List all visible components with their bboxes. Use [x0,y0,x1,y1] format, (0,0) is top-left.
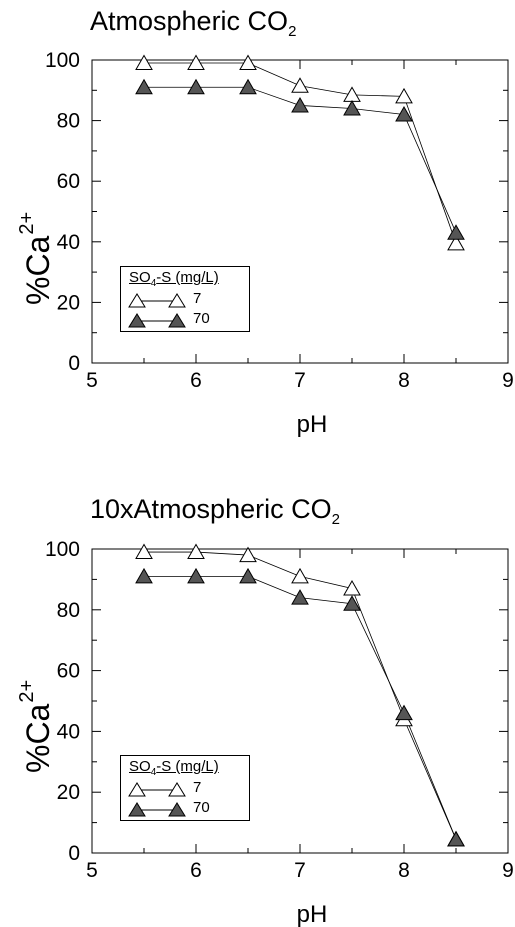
data-point-7 [135,543,153,560]
filled-triangle-marker-icon [128,802,186,817]
data-point-7 [395,87,413,104]
y-tick-label: 40 [57,231,80,254]
plot-svg: 5 6 7 8 9 0 20 40 60 80 100 pH [45,49,514,438]
x-tick-label: 7 [294,859,306,882]
data-point-70 [239,78,257,95]
y-tick-label: 80 [57,110,80,133]
y-tick-label: 0 [68,842,80,865]
open-triangle-marker-icon [128,293,186,308]
filled-triangle-marker-icon [128,313,186,328]
x-tick-label: 5 [86,369,98,392]
data-point-7 [343,86,361,102]
chart-panel-atmospheric: Atmospheric CO2 %Ca2+ 5 6 7 8 9 0 20 40 60 80 100 p… [0,0,515,463]
legend-label: 7 [193,779,202,796]
legend-item-7: 7 [125,778,245,798]
data-point-70 [395,106,413,122]
y-tick-label: 20 [57,781,80,804]
x-tick-label: 6 [190,859,202,882]
y-tick-label: 100 [45,538,80,561]
plot-svg: 5 6 7 8 9 0 20 40 60 80 100 pH [45,538,514,927]
data-point-7 [187,54,205,71]
data-point-7 [135,54,153,71]
x-tick-label: 7 [294,369,306,392]
data-point-7 [291,77,309,93]
data-point-7 [343,580,361,596]
legend: SO4-S (mg/L) 7 70 [120,266,250,332]
data-point-70 [291,589,309,605]
data-point-70 [187,567,205,584]
legend-label: 70 [193,310,210,327]
x-tick-label: 9 [502,859,514,882]
data-point-70 [135,567,153,584]
data-point-7 [447,234,465,251]
x-tick-label: 9 [502,369,514,392]
legend: SO4-S (mg/L) 7 70 [120,755,250,821]
data-point-7 [239,546,257,563]
data-point-7 [239,54,257,71]
legend-label: 7 [193,290,202,307]
legend-title: SO4-S (mg/L) [129,758,219,778]
x-axis-label: pH [297,901,328,927]
data-point-70 [343,99,361,116]
x-tick-label: 6 [190,369,202,392]
chart-panel-10x-atmospheric: 10xAtmospheric CO2 %Ca2+ 5 6 7 8 9 0 20 40 60 80 1… [0,464,515,927]
data-point-7 [187,543,205,560]
y-tick-label: 60 [57,660,80,683]
legend-item-7: 7 [125,289,245,309]
legend-label: 70 [193,799,210,816]
y-tick-label: 80 [57,599,80,622]
data-point-70 [447,830,465,847]
data-point-7 [291,567,309,584]
x-tick-label: 8 [398,369,410,392]
data-point-70 [239,567,257,584]
open-triangle-marker-icon [128,782,186,797]
x-axis-label: pH [297,411,328,438]
y-tick-label: 100 [45,49,80,72]
x-tick-label: 5 [86,859,98,882]
legend-item-70: 70 [125,798,245,818]
y-tick-label: 40 [57,720,80,743]
data-point-70 [291,96,309,113]
legend-item-70: 70 [125,309,245,329]
data-point-70 [135,78,153,95]
data-point-70 [447,224,465,240]
data-point-70 [187,78,205,95]
y-tick-label: 0 [68,352,80,375]
chart-title: 10xAtmospheric CO2 [90,494,340,528]
y-tick-label: 20 [57,291,80,314]
y-tick-label: 60 [57,170,80,193]
chart-title: Atmospheric CO2 [90,6,297,40]
legend-title: SO4-S (mg/L) [129,269,219,289]
data-point-70 [395,704,413,721]
data-point-70 [343,595,361,611]
x-tick-label: 8 [398,859,410,882]
